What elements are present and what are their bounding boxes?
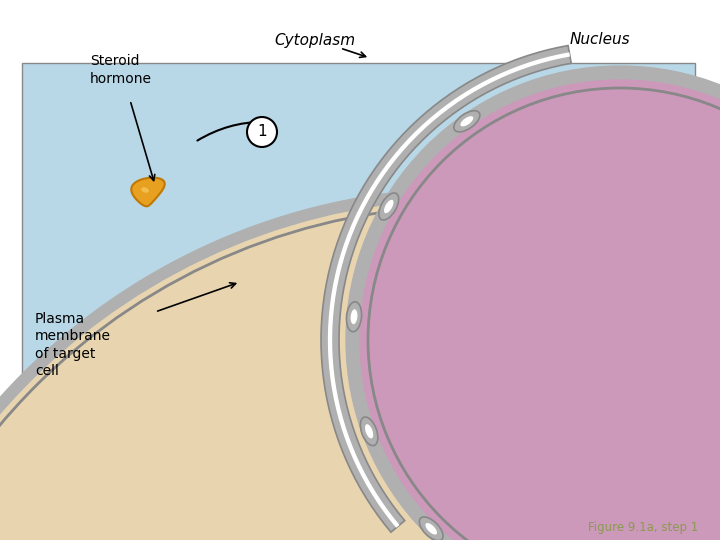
Text: 1: 1 [257,125,267,139]
Ellipse shape [460,116,473,126]
Text: Figure 9.1a, step 1: Figure 9.1a, step 1 [588,521,698,534]
Ellipse shape [361,417,378,445]
Circle shape [247,117,277,147]
Text: Nucleus: Nucleus [570,32,630,48]
Ellipse shape [384,200,394,213]
Polygon shape [131,178,165,206]
Text: Plasma
membrane
of target
cell: Plasma membrane of target cell [35,312,111,378]
Bar [22,63,695,518]
Circle shape [0,200,720,540]
Polygon shape [328,52,570,528]
Ellipse shape [351,309,357,324]
Circle shape [0,188,720,540]
Ellipse shape [365,424,373,438]
Ellipse shape [426,523,437,535]
Polygon shape [321,45,571,532]
Ellipse shape [419,517,443,540]
Text: Cytoplasm: Cytoplasm [274,32,356,48]
Circle shape [360,80,720,540]
Ellipse shape [346,302,361,332]
Ellipse shape [141,187,149,193]
Ellipse shape [379,193,399,220]
Ellipse shape [454,111,480,132]
Text: Steroid
hormone: Steroid hormone [90,55,152,86]
Circle shape [346,66,720,540]
